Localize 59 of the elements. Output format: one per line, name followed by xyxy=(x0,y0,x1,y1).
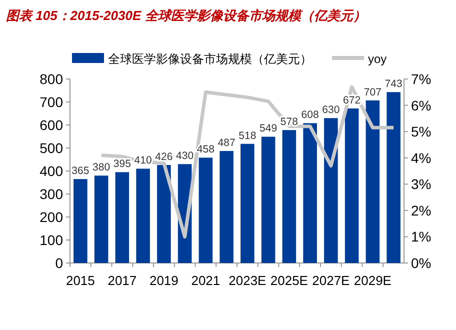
bar xyxy=(74,179,88,263)
data-label: 743 xyxy=(384,78,402,90)
data-label: 549 xyxy=(260,122,278,135)
legend-label: 全球医学影像设备市场规模（亿美元） xyxy=(108,52,312,66)
bar xyxy=(115,172,130,263)
x-tick-label: 2029E xyxy=(354,273,392,288)
data-label: 395 xyxy=(113,158,132,170)
bar xyxy=(303,123,317,263)
data-label: 578 xyxy=(280,116,298,128)
data-label: 458 xyxy=(196,144,215,156)
y-tick-label: 400 xyxy=(40,163,64,179)
bar xyxy=(157,165,171,263)
y-tick-label: 100 xyxy=(40,232,64,248)
bar xyxy=(198,158,213,263)
bar xyxy=(136,168,150,263)
bar xyxy=(240,144,254,263)
data-label: 430 xyxy=(176,150,194,162)
y-tick-label: 500 xyxy=(40,140,64,156)
y-tick-label: 800 xyxy=(40,71,64,87)
x-tick-label: 2023E xyxy=(228,273,267,288)
bar xyxy=(324,118,338,263)
chart-title: 图表 105：2015-2030E 全球医学影像设备市场规模（亿美元） xyxy=(6,8,366,23)
y-tick-label: 0 xyxy=(55,255,64,271)
bar xyxy=(386,92,400,263)
data-label: 380 xyxy=(92,162,110,174)
y2-tick-label: 2% xyxy=(411,202,432,218)
x-tick-label: 2017 xyxy=(108,273,137,288)
y2-tick-label: 1% xyxy=(411,228,432,245)
y2-tick-label: 3% xyxy=(411,176,432,192)
data-label: 707 xyxy=(364,86,382,98)
bar xyxy=(344,108,359,263)
y2-tick-label: 0% xyxy=(411,255,432,271)
data-label: 410 xyxy=(134,154,152,167)
data-label: 630 xyxy=(322,104,340,116)
data-label: 365 xyxy=(72,165,90,178)
x-tick-label: 2019 xyxy=(149,273,178,288)
y2-tick-label: 7% xyxy=(411,71,432,87)
bar xyxy=(261,136,276,263)
y-tick-label: 600 xyxy=(40,117,64,133)
x-tick-label: 2027E xyxy=(312,273,350,288)
y2-tick-label: 4% xyxy=(411,150,432,166)
y-tick-label: 300 xyxy=(40,186,64,202)
y2-tick-label: 6% xyxy=(411,97,432,114)
data-label: 608 xyxy=(301,109,319,122)
y2-tick-label: 5% xyxy=(411,124,432,140)
x-tick-label: 2025E xyxy=(270,273,308,288)
data-label: 426 xyxy=(155,151,173,164)
data-label: 487 xyxy=(218,136,236,149)
y-tick-label: 200 xyxy=(40,209,64,225)
legend-label: yoy xyxy=(368,52,387,66)
data-label: 672 xyxy=(343,94,361,106)
bar xyxy=(366,100,380,263)
bar xyxy=(94,176,108,263)
y-tick-label: 700 xyxy=(40,94,64,110)
bar xyxy=(220,150,234,263)
data-label: 518 xyxy=(238,130,256,142)
x-tick-label: 2021 xyxy=(191,273,220,288)
x-tick-label: 2015 xyxy=(66,273,95,288)
bar xyxy=(282,130,296,263)
